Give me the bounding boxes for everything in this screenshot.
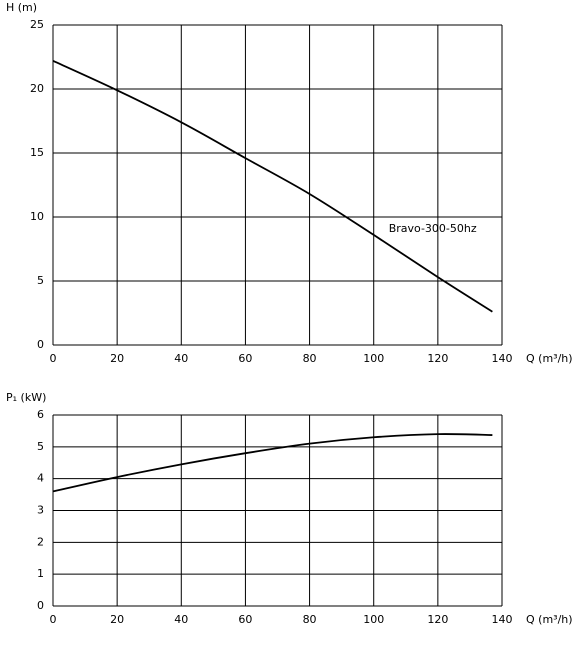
y-tick-label: 1 <box>37 567 44 580</box>
y-tick-label: 0 <box>37 338 44 351</box>
y-tick-label: 5 <box>37 440 44 453</box>
x-tick-label: 120 <box>427 352 448 365</box>
x-tick-label: 60 <box>238 352 252 365</box>
data-line <box>52 433 493 493</box>
x-tick-label: 100 <box>363 613 384 626</box>
y-tick-label: 2 <box>37 535 44 548</box>
x-tick-label: 20 <box>110 613 124 626</box>
x-tick-label: 80 <box>303 352 317 365</box>
y-tick-label: 15 <box>30 146 44 159</box>
x-axis-label: Q (m³/h) <box>526 613 573 626</box>
x-tick-label: 80 <box>303 613 317 626</box>
x-tick-label: 60 <box>238 613 252 626</box>
data-line <box>52 60 493 313</box>
x-tick-label: 140 <box>492 352 513 365</box>
y-tick-label: 20 <box>30 82 44 95</box>
x-tick-label: 0 <box>50 613 57 626</box>
y-tick-label: 4 <box>37 472 44 485</box>
x-tick-label: 40 <box>174 613 188 626</box>
x-tick-label: 20 <box>110 352 124 365</box>
y-tick-label: 25 <box>30 18 44 31</box>
y-tick-label: 6 <box>37 408 44 421</box>
x-tick-label: 100 <box>363 352 384 365</box>
x-tick-label: 0 <box>50 352 57 365</box>
y-axis-label: P₁ (kW) <box>6 391 46 404</box>
x-tick-label: 40 <box>174 352 188 365</box>
x-tick-label: 120 <box>427 613 448 626</box>
y-axis-label: H (m) <box>6 1 37 14</box>
x-axis-label: Q (m³/h) <box>526 352 573 365</box>
x-tick-label: 140 <box>492 613 513 626</box>
series-label: Bravo-300-50hz <box>389 222 477 235</box>
y-tick-label: 3 <box>37 504 44 517</box>
y-tick-label: 0 <box>37 599 44 612</box>
y-tick-label: 10 <box>30 210 44 223</box>
y-tick-label: 5 <box>37 274 44 287</box>
